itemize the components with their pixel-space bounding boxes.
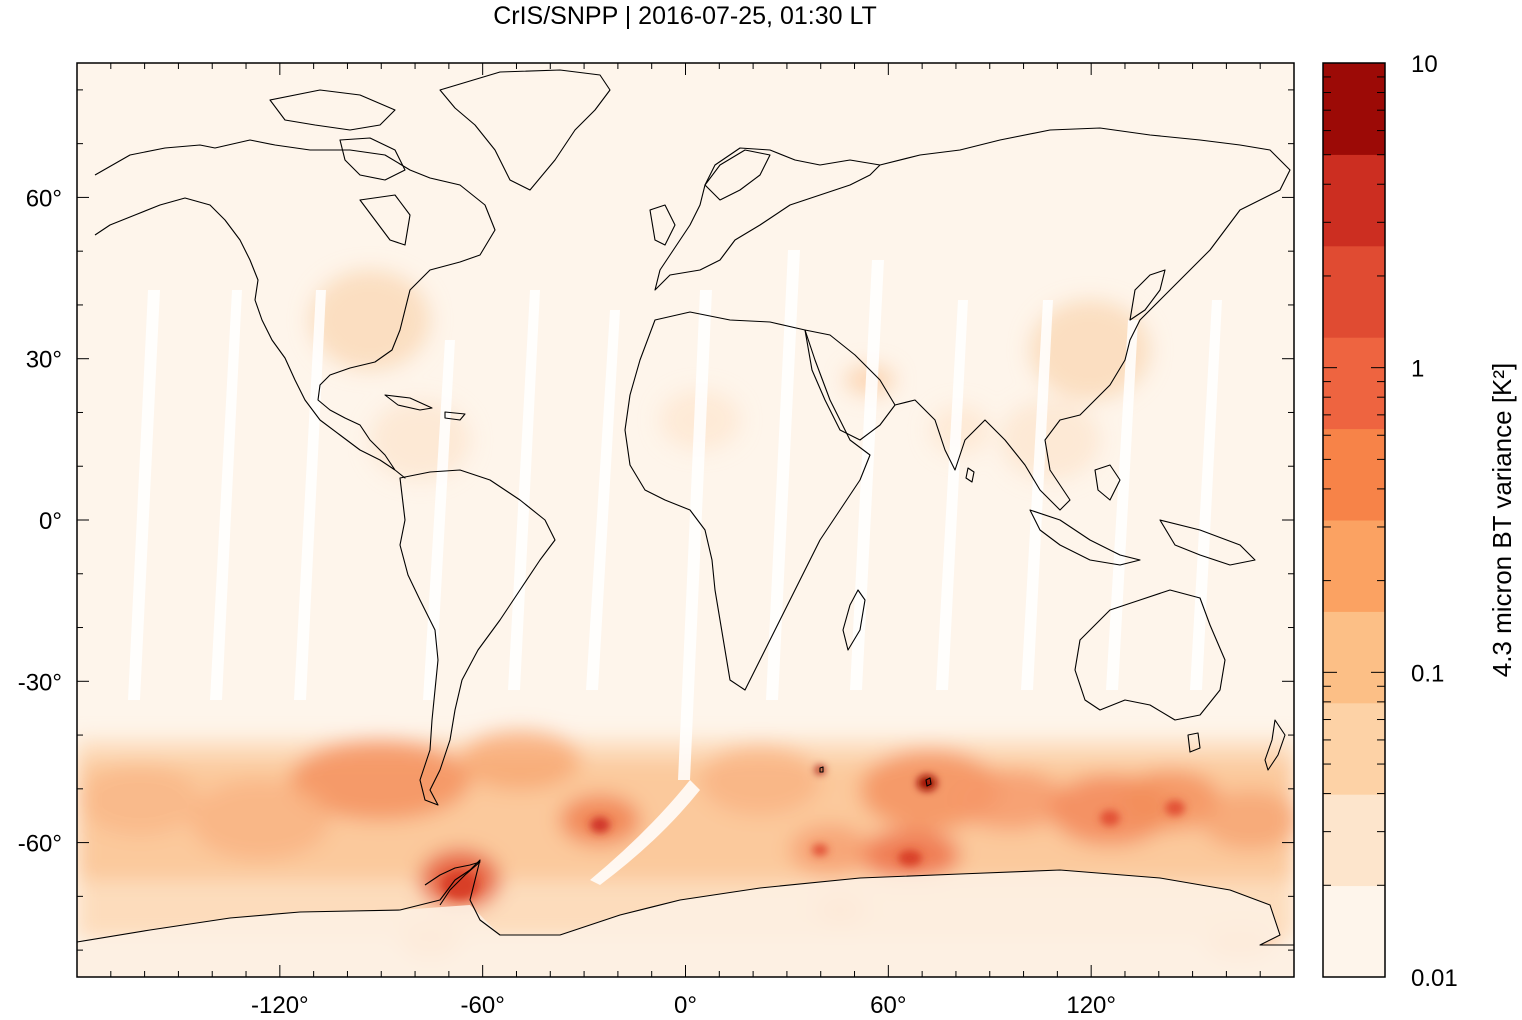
x-tick-label: -120° — [251, 992, 309, 1019]
y-tick-label: 60° — [26, 185, 62, 212]
x-tick-label: 0° — [674, 992, 697, 1019]
x-tick-label: -60° — [461, 992, 505, 1019]
colorbar-tick-label: 1 — [1411, 356, 1424, 383]
colorbar-tick-label: 0.01 — [1411, 965, 1458, 992]
y-axis-ticks: 60° 30° 0° -30° -60° — [18, 89, 1294, 951]
antarctica-region — [77, 870, 1294, 977]
colorbar-segment — [1323, 428, 1385, 521]
y-tick-label: 0° — [39, 508, 62, 535]
colorbar-segment — [1323, 63, 1385, 155]
colorbar-segment — [1323, 885, 1385, 978]
orbit-gaps — [128, 250, 1222, 780]
y-tick-label: -60° — [18, 831, 62, 858]
colorbar: 10 1 0.1 0.01 — [1322, 51, 1458, 992]
colorbar-segment — [1323, 702, 1385, 795]
colorbar-label: 4.3 micron BT variance [K²] — [1487, 363, 1517, 678]
x-tick-label: 120° — [1066, 992, 1116, 1019]
colorbar-tick-label: 10 — [1411, 51, 1438, 78]
y-tick-label: 30° — [26, 347, 62, 374]
x-tick-label: 60° — [870, 992, 906, 1019]
x-axis-ticks: -120° -60° 0° 60° 120° — [110, 63, 1261, 1019]
plot-title: CrIS/SNPP | 2016-07-25, 01:30 LT — [493, 2, 877, 30]
colorbar-segment — [1323, 154, 1385, 247]
colorbar-tick-label: 0.1 — [1411, 660, 1444, 687]
colorbar-segment — [1323, 794, 1385, 887]
coastlines — [77, 69, 1294, 946]
colorbar-segment — [1323, 245, 1385, 338]
colorbar-frame — [1322, 62, 1386, 978]
colorbar-segment — [1323, 611, 1385, 704]
y-tick-label: -30° — [18, 669, 62, 696]
colorbar-segment — [1323, 520, 1385, 612]
colorbar-segment — [1323, 337, 1385, 430]
